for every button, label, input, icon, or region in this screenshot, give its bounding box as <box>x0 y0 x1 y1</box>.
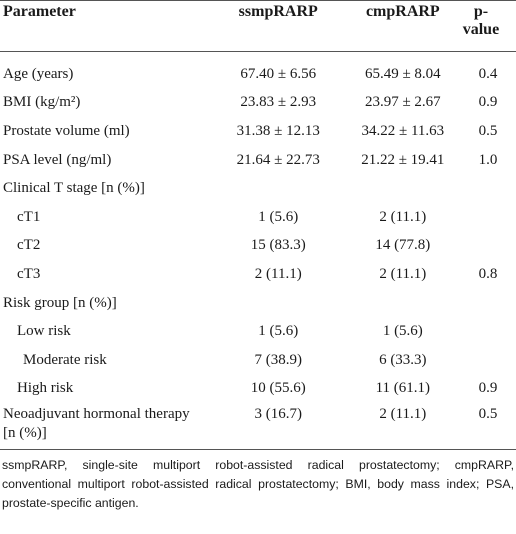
table-cell: 10 (55.6) <box>250 380 306 397</box>
table-cell: 0.5 <box>478 122 498 139</box>
table-row: Low risk 1 (5.6) 1 (5.6) <box>0 317 516 346</box>
table-cell: 1.0 <box>478 151 498 168</box>
table-cell: 2 (11.1) <box>254 265 302 282</box>
table-cell: 23.97 ± 2.67 <box>364 94 441 111</box>
footnote: ssmpRARP, single-site multiport robot-as… <box>2 458 514 511</box>
table-cell: High risk <box>17 380 74 397</box>
table-row: Clinical T stage [n (%)] <box>0 174 516 203</box>
table-cell: 14 (77.8) <box>375 237 431 254</box>
table-cell: cT3 <box>17 265 41 282</box>
table-cell <box>460 203 516 232</box>
table-cell: Moderate risk <box>23 351 107 368</box>
table-cell: 0.9 <box>478 380 498 397</box>
table-cell: 1 (5.6) <box>382 323 423 340</box>
table-row: Prostate volume (ml) 31.38 ± 12.13 34.22 ±… <box>0 117 516 146</box>
table-cell <box>460 174 516 203</box>
table-row: Risk group [n (%)] <box>0 289 516 318</box>
table-cell: 2 (11.1) <box>379 265 427 282</box>
header-cell: p-value <box>462 3 500 38</box>
table-row: Moderate risk 7 (38.9) 6 (33.3) <box>0 346 516 375</box>
table-cell: 11 (61.1) <box>375 380 431 397</box>
table-row: Neoadjuvant hormonal therapy [n (%)] 3 (1… <box>0 403 516 450</box>
table-row: Age (years) 67.40 ± 6.56 65.49 ± 8.04 0.4 <box>0 52 516 89</box>
table-cell <box>460 317 516 346</box>
table-cell: 21.22 ± 19.41 <box>361 151 445 168</box>
table-cell: PSA level (ng/ml) <box>3 151 112 168</box>
table-cell <box>346 289 460 318</box>
table-cell: 0.8 <box>478 265 498 282</box>
table-cell <box>211 289 346 318</box>
table-cell: 2 (11.1) <box>379 406 427 423</box>
table-row: PSA level (ng/ml) 21.64 ± 22.73 21.22 ± 19… <box>0 146 516 175</box>
table-row: BMI (kg/m²) 23.83 ± 2.93 23.97 ± 2.67 0.9 <box>0 89 516 118</box>
table-row: cT1 1 (5.6) 2 (11.1) <box>0 203 516 232</box>
table-cell: 0.4 <box>478 65 498 82</box>
table-cell: 2 (11.1) <box>379 208 427 225</box>
table-cell: 0.9 <box>478 94 498 111</box>
table-cell: 34.22 ± 11.63 <box>361 122 445 139</box>
header-cell: ssmpRARP <box>238 3 318 20</box>
table-cell: 1 (5.6) <box>258 323 299 340</box>
table-cell: 6 (33.3) <box>379 351 427 368</box>
table-cell: Clinical T stage [n (%)] <box>3 180 145 197</box>
table-cell <box>211 174 346 203</box>
table-cell: 3 (16.7) <box>254 406 302 423</box>
table-body: Age (years) 67.40 ± 6.56 65.49 ± 8.04 0.4 BM… <box>0 52 516 450</box>
table-cell <box>460 346 516 375</box>
table-row: cT2 15 (83.3) 14 (77.8) <box>0 232 516 261</box>
table-row: cT3 2 (11.1) 2 (11.1) 0.8 <box>0 260 516 289</box>
table-cell: Age (years) <box>3 65 74 82</box>
table-cell: 65.49 ± 8.04 <box>364 65 441 82</box>
table-cell: 21.64 ± 22.73 <box>236 151 320 168</box>
table-cell: cT2 <box>17 237 41 254</box>
table-cell <box>460 232 516 261</box>
table-cell: BMI (kg/m²) <box>3 94 81 111</box>
table-cell <box>460 289 516 318</box>
table-row: High risk 10 (55.6) 11 (61.1) 0.9 <box>0 375 516 404</box>
header-cell: cmpRARP <box>365 3 440 20</box>
table-cell <box>346 174 460 203</box>
table-cell: Neoadjuvant hormonal therapy [n (%)] <box>3 406 190 442</box>
table-cell: 0.5 <box>478 406 498 423</box>
table-cell: cT1 <box>17 208 41 225</box>
table-cell: 23.83 ± 2.93 <box>240 94 317 111</box>
table-cell: Prostate volume (ml) <box>3 122 130 139</box>
table-cell: 15 (83.3) <box>250 237 306 254</box>
table-cell: 7 (38.9) <box>254 351 302 368</box>
table-cell: 31.38 ± 12.13 <box>236 122 320 139</box>
table-cell: 1 (5.6) <box>258 208 299 225</box>
table-cell: Risk group [n (%)] <box>3 294 117 311</box>
header-cell: Parameter <box>3 3 76 20</box>
table-cell: Low risk <box>17 323 71 340</box>
header-row: Parameter ssmpRARP cmpRARP p-value <box>0 0 516 52</box>
table-cell: 67.40 ± 6.56 <box>240 65 317 82</box>
table: Parameter ssmpRARP cmpRARP p-value Age (… <box>0 0 516 450</box>
